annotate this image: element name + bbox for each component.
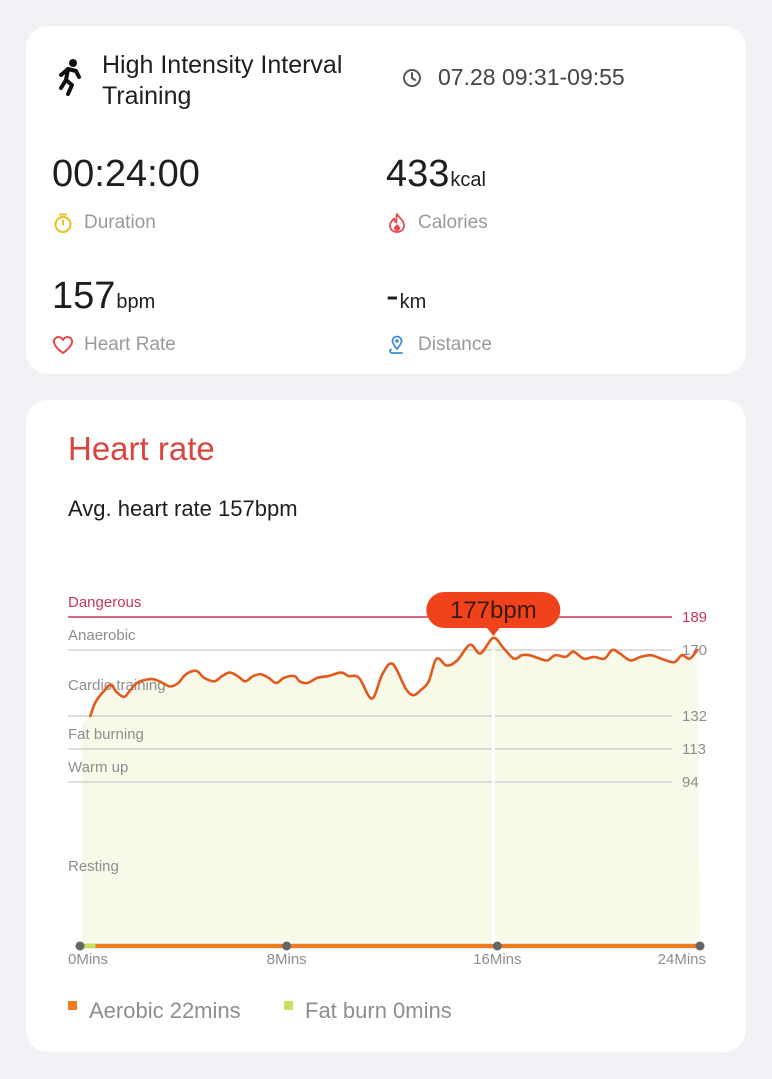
distance-value: -km [386,275,427,317]
x-tick-label: 8Mins [267,951,307,968]
location-pin-icon [389,335,403,354]
x-tick-dot [282,941,292,951]
x-tick-dot [695,941,705,951]
workout-time-range: 07.28 09:31-09:55 [438,64,625,90]
avg-heart-rate-text: Avg. heart rate 157bpm [68,496,298,521]
x-tick-label: 16Mins [473,951,521,968]
y-tick-label-113: 113 [682,741,706,758]
peak-marker-pointer [486,627,501,636]
zone-label-anaerobic: Anaerobic [68,627,136,644]
heart-rate-metric: 157bpm Heart Rate [52,276,176,356]
heart-rate-label: Heart Rate [84,334,176,355]
heart-rate-line [89,636,699,718]
fat-burn-swatch [284,1000,293,1010]
calories-label: Calories [418,212,488,233]
y-tick-label-170: 170 [682,642,707,659]
stopwatch-icon [54,213,72,233]
distance-label: Distance [418,334,492,355]
flame-icon [389,213,405,233]
legend-fat-burn: Fat burn 0mins [284,998,452,1024]
legend-fat-burn-label: Fat burn 0mins [305,998,452,1023]
heart-rate-title: Heart rate [68,430,215,467]
x-tick-dot [492,941,502,951]
heart-rate-value: 157bpm [52,275,156,317]
workout-type-title: High Intensity Interval Training [102,51,343,110]
y-tick-label-132: 132 [682,708,707,725]
workout-summary-card: High Intensity Interval Training 07.28 0… [26,26,746,374]
x-tick-label: 0Mins [68,951,108,968]
duration-metric: 00:24:00 Duration [52,154,201,234]
duration-value: 00:24:00 [52,153,200,195]
calories-metric: 433kcal Calories [386,154,488,234]
legend-aerobic: Aerobic 22mins [68,998,241,1024]
running-figure-icon [59,59,81,96]
zone-label-dangerous: Dangerous [68,594,141,611]
calories-value: 433kcal [386,153,486,195]
legend-aerobic-label: Aerobic 22mins [89,998,241,1023]
zone-label-fat-burning: Fat burning [68,726,144,743]
y-tick-label-189: 189 [682,609,707,626]
x-tick-label: 24Mins [658,951,706,968]
peak-marker-label: 177bpm [450,597,537,624]
heart-icon [53,336,73,354]
clock-icon [403,69,421,87]
heart-rate-card: Heart rate Avg. heart rate 157bpm Danger… [26,400,746,1052]
chart-area-fill [82,637,700,946]
zone-label-resting: Resting [68,858,119,875]
y-tick-label-94: 94 [682,774,699,791]
x-tick-dot [75,941,85,951]
aerobic-swatch [68,1000,77,1010]
duration-label: Duration [84,212,156,233]
zone-label-warm-up: Warm up [68,759,128,776]
peak-marker-bubble [426,592,561,628]
distance-metric: -km Distance [386,276,492,356]
